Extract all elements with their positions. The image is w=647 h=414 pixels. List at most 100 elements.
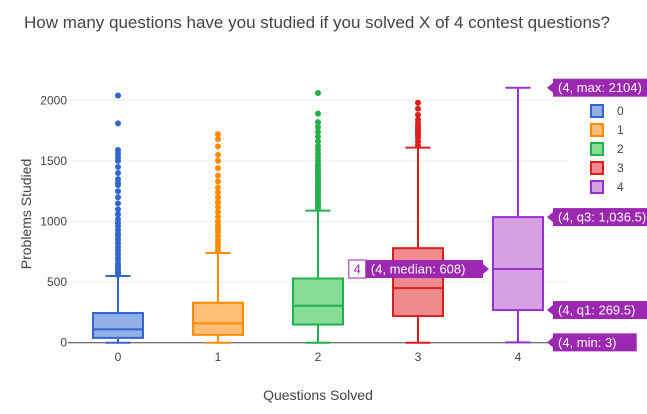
outlier-point xyxy=(215,189,221,196)
y-tick-label: 500 xyxy=(47,275,67,289)
box-group-1 xyxy=(192,131,244,344)
box-group-2 xyxy=(292,90,344,344)
outlier-point xyxy=(315,143,321,150)
y-tick-label: 1000 xyxy=(40,215,67,229)
outlier-point xyxy=(215,203,221,210)
hover-label-box xyxy=(553,301,647,320)
box-series xyxy=(92,86,544,344)
outlier-point xyxy=(315,90,321,97)
outlier-point xyxy=(215,157,221,164)
hover-label: (4, min: 3) xyxy=(547,333,637,352)
outlier-point xyxy=(415,116,421,123)
hover-label-pointer xyxy=(547,212,553,223)
box-group-4 xyxy=(492,86,544,344)
outlier-point xyxy=(115,147,121,153)
outlier-point xyxy=(315,119,321,126)
legend-swatch-2 xyxy=(590,142,604,156)
legend-swatch-4 xyxy=(590,180,604,194)
box-iqr xyxy=(492,216,544,312)
chart-title: How many questions have you studied if y… xyxy=(24,13,610,32)
hover-label-text: (4, min: 3) xyxy=(558,335,617,350)
outlier-point xyxy=(115,170,121,177)
outlier-point xyxy=(115,200,121,207)
legend-label-2: 2 xyxy=(617,142,624,156)
box-iqr xyxy=(92,312,144,339)
x-tick-label: 0 xyxy=(115,350,122,364)
hover-label-box xyxy=(553,78,647,97)
box-iqr xyxy=(192,301,244,336)
y-tick-label: 2000 xyxy=(40,93,67,107)
box-group-3 xyxy=(392,99,444,344)
outlier-point xyxy=(215,172,221,179)
x-axis-ticks: 0 1 2 3 4 xyxy=(115,350,522,364)
y-axis-title: Problems Studied xyxy=(18,159,34,270)
outlier-point xyxy=(115,194,121,201)
hover-category-label: 4 xyxy=(354,262,361,277)
y-tick-label: 0 xyxy=(60,336,67,350)
outlier-point xyxy=(215,213,221,220)
hover-label-text: (4, max: 2104) xyxy=(558,80,642,95)
legend-swatch-3 xyxy=(590,161,604,175)
hover-label-pointer xyxy=(547,82,553,93)
hover-label-box xyxy=(553,208,647,227)
outlier-point xyxy=(315,123,321,130)
outlier-point xyxy=(315,110,321,117)
box-group-0 xyxy=(92,92,144,344)
hover-label-box xyxy=(553,333,637,352)
legend-swatch-0 xyxy=(590,104,604,118)
outlier-point xyxy=(215,184,221,191)
box-iqr xyxy=(292,277,344,326)
outlier-point xyxy=(115,163,121,170)
outlier-point xyxy=(115,211,121,218)
x-tick-label: 2 xyxy=(315,350,322,364)
hover-label: (4, max: 2104) xyxy=(547,78,647,97)
outlier-point xyxy=(215,143,221,150)
legend-label-1: 1 xyxy=(617,123,624,137)
y-axis-ticks: 0 500 1000 1500 2000 xyxy=(40,93,67,349)
hover-label-pointer xyxy=(547,337,553,348)
outlier-point xyxy=(415,111,421,118)
hover-label: 4 (4, median: 608) xyxy=(348,259,489,279)
hover-label-text: (4, median: 608) xyxy=(371,262,466,277)
outlier-point xyxy=(415,99,421,106)
hover-label: (4, q3: 1,036.5) xyxy=(547,208,647,227)
outlier-point xyxy=(215,131,221,138)
box-iqr xyxy=(392,247,444,318)
outlier-point xyxy=(215,208,221,215)
hover-label-box xyxy=(365,260,483,279)
outlier-point xyxy=(115,206,121,213)
hover-labels: (4, max: 2104) (4, q3: 1,036.5) 4 (4, media… xyxy=(348,78,647,352)
legend-label-0: 0 xyxy=(617,104,624,118)
outlier-point xyxy=(215,199,221,206)
outlier-point xyxy=(215,151,221,158)
hover-label-pointer xyxy=(547,305,553,316)
outlier-point xyxy=(315,128,321,135)
outlier-point xyxy=(215,136,221,143)
hover-label: (4, q1: 269.5) xyxy=(547,301,647,320)
outlier-point xyxy=(115,92,121,99)
outlier-point xyxy=(415,105,421,112)
outlier-point xyxy=(115,216,121,223)
y-tick-label: 1500 xyxy=(40,154,67,168)
outlier-point xyxy=(315,133,321,140)
outlier-point xyxy=(115,188,121,195)
x-axis-title: Questions Solved xyxy=(263,387,373,403)
legend: 0 1 2 3 4 xyxy=(590,104,624,194)
legend-label-4: 4 xyxy=(617,180,624,194)
legend-label-3: 3 xyxy=(617,161,624,175)
hover-label-text: (4, q1: 269.5) xyxy=(558,303,635,318)
outlier-point xyxy=(215,218,221,225)
outlier-point xyxy=(315,138,321,145)
x-tick-label: 1 xyxy=(215,350,222,364)
outlier-point xyxy=(215,194,221,201)
outlier-point xyxy=(215,178,221,185)
legend-swatch-1 xyxy=(590,123,604,137)
x-tick-label: 3 xyxy=(415,350,422,364)
outlier-point xyxy=(215,165,221,172)
hover-label-text: (4, q3: 1,036.5) xyxy=(558,210,646,225)
x-tick-label: 4 xyxy=(515,350,522,364)
hover-label-pointer xyxy=(483,264,489,275)
outlier-point xyxy=(115,176,121,183)
outlier-point xyxy=(115,120,121,127)
